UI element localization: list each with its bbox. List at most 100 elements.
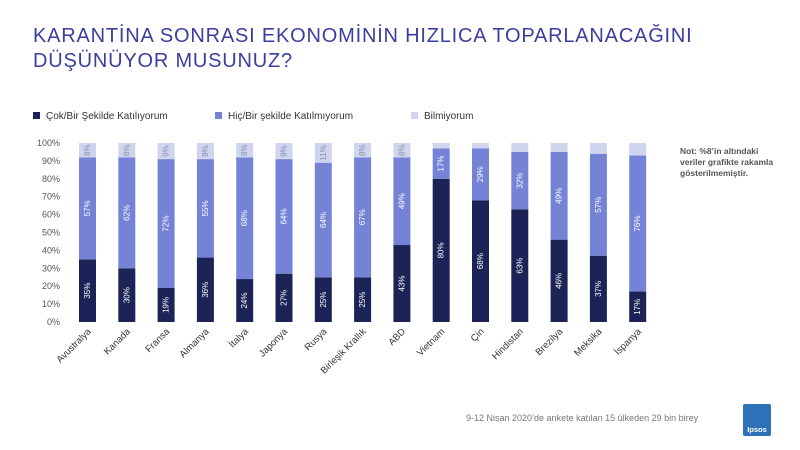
data-label: 27%: [280, 290, 289, 306]
data-label: 55%: [201, 200, 210, 216]
bar-segment-dontknow: [196, 143, 214, 160]
x-tick-label: Brezilya: [534, 326, 566, 358]
bar-segment-disagree: [354, 157, 372, 278]
chart-title: KARANTİNA SONRASI EKONOMİNİN HIZLICA TOP…: [33, 24, 733, 74]
data-label: 17%: [437, 156, 446, 172]
bar-segment-disagree: [275, 159, 293, 274]
title-line-1: KARANTİNA SONRASI EKONOMİNİN HIZLICA TOP…: [33, 25, 693, 47]
data-label: 8%: [240, 144, 249, 156]
bar-segment-disagree: [393, 157, 411, 246]
data-label: 76%: [633, 216, 642, 232]
legend-label-disagree: Hiç/Bir şekilde Katılmıyorum: [228, 111, 354, 122]
data-label: 72%: [162, 216, 171, 232]
bar-segment-disagree: [118, 157, 136, 269]
data-label: 64%: [319, 212, 328, 228]
data-label: 19%: [162, 297, 171, 313]
data-label: 46%: [555, 273, 564, 289]
bar-segment-disagree: [314, 162, 332, 278]
bar-segment-dontknow: [393, 143, 411, 158]
bar-segment-dontknow: [511, 143, 529, 152]
bar-segment-agree: [472, 200, 489, 322]
x-tick-label: Vietnam: [415, 326, 447, 358]
data-label: 9%: [201, 145, 210, 157]
data-label: 30%: [122, 287, 131, 303]
bar-segment-disagree: [472, 148, 489, 201]
data-label: 57%: [594, 197, 603, 213]
data-label: 29%: [476, 166, 485, 182]
chart-note: Not: %8’in altındaki veriler grafikte ra…: [680, 146, 774, 178]
legend-item-dontknow: Bilmiyorum: [411, 111, 473, 122]
x-tick-label: Rusya: [303, 326, 330, 353]
bar-segment-dontknow: [236, 143, 254, 158]
y-tick-label: 70%: [42, 192, 60, 202]
y-tick-label: 20%: [42, 281, 60, 291]
data-label: 8%: [122, 144, 131, 156]
y-tick-label: 100%: [37, 138, 60, 148]
bar-segment-agree: [275, 273, 293, 322]
x-tick-label: Almanya: [178, 326, 212, 360]
x-tick-label: İspanya: [613, 326, 645, 358]
data-label: 25%: [319, 292, 328, 308]
data-label: 17%: [633, 299, 642, 315]
bar-segment-agree: [511, 209, 529, 322]
data-label: 9%: [280, 145, 289, 157]
y-tick-label: 10%: [42, 299, 60, 309]
x-tick-label: Japonya: [257, 326, 291, 360]
bar-segment-dontknow: [629, 143, 647, 156]
legend-swatch-dontknow: [411, 112, 418, 119]
bar-segment-dontknow: [79, 143, 96, 158]
bar-segment-dontknow: [118, 143, 136, 158]
x-tick-label: Kanada: [102, 326, 133, 357]
y-tick-label: 50%: [42, 228, 60, 238]
legend-label-dontknow: Bilmiyorum: [424, 111, 474, 122]
data-label: 49%: [397, 193, 406, 209]
x-tick-label: Hindistan: [490, 326, 526, 362]
bar-segment-dontknow: [157, 143, 175, 160]
data-label: 37%: [594, 281, 603, 297]
legend-swatch-disagree: [215, 112, 222, 119]
bar-segment-agree: [157, 287, 175, 322]
title-line-2: DÜŞÜNÜYOR MUSUNUZ?: [33, 50, 293, 72]
bar-segment-agree: [432, 178, 450, 322]
x-tick-label: Fransa: [144, 326, 173, 355]
x-tick-label: ABD: [386, 326, 408, 348]
data-label: 80%: [437, 242, 446, 258]
ipsos-logo: Ipsos: [743, 404, 771, 436]
data-label: 67%: [358, 209, 367, 225]
y-tick-label: 80%: [42, 174, 60, 184]
data-label: 8%: [358, 144, 367, 156]
bar-segment-agree: [629, 291, 647, 322]
data-label: 11%: [319, 145, 328, 160]
bar-segment-dontknow: [589, 143, 607, 154]
bar-segment-disagree: [589, 153, 607, 256]
bar-segment-dontknow: [432, 143, 450, 149]
data-label: 68%: [476, 253, 485, 269]
data-label: 68%: [240, 210, 249, 226]
source-footnote: 9-12 Nisan 2020’de ankete katılan 15 ülk…: [466, 413, 699, 423]
bar-segment-disagree: [196, 159, 214, 258]
data-label: 25%: [358, 292, 367, 308]
data-label: 43%: [397, 276, 406, 292]
y-tick-label: 90%: [42, 156, 60, 166]
data-label: 62%: [122, 205, 131, 221]
bar-segment-dontknow: [314, 143, 332, 163]
legend-item-disagree: Hiç/Bir şekilde Katılmıyorum: [215, 111, 353, 122]
bar-segment-agree: [314, 277, 332, 322]
bar-segment-disagree: [236, 157, 254, 280]
bar-segment-agree: [236, 279, 254, 322]
logo-text: Ipsos: [747, 425, 767, 434]
bar-segment-dontknow: [275, 143, 293, 160]
data-label: 63%: [515, 258, 524, 274]
bar-segment-agree: [354, 277, 372, 322]
bar-segment-dontknow: [550, 143, 568, 152]
data-label: 57%: [83, 200, 92, 216]
data-label: 36%: [201, 282, 210, 298]
y-tick-label: 30%: [42, 263, 60, 273]
bar-segment-agree: [118, 268, 136, 322]
x-tick-label: Meksika: [572, 326, 605, 359]
bar-segment-disagree: [432, 148, 450, 179]
bar-segment-agree: [79, 259, 96, 322]
bar-segment-disagree: [629, 155, 647, 292]
data-label: 24%: [240, 293, 249, 309]
